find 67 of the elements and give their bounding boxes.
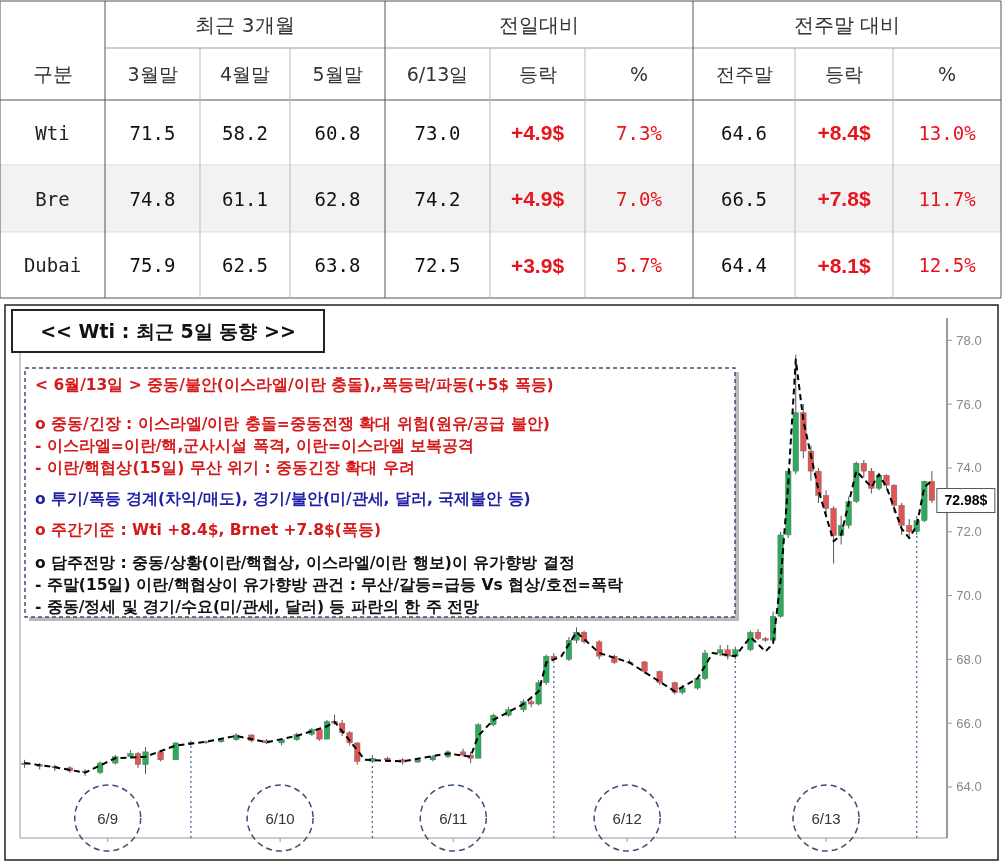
x-tick-label: 6/9 — [97, 809, 119, 827]
data-label: 60.8 — [314, 121, 361, 144]
y-tick-label: Wti — [35, 121, 70, 144]
y-tick-label: Bre — [35, 187, 70, 210]
data-label: 74.8 — [129, 187, 176, 210]
data-label: 64.4 — [721, 254, 767, 276]
data-label: 61.1 — [222, 187, 268, 210]
data-label: +8.1$ — [817, 253, 871, 277]
annotation: < 6월/13일 > 중동/불안(이스라엘/이란 충돌),,폭등락/파동(+5$ 폭등) — [35, 376, 554, 394]
x-tick-label: 등락 — [825, 63, 863, 85]
annotation: o 중동/긴장 : 이스라엘/이란 충돌=중동전쟁 확대 위험(원유/공급 불안) — [35, 415, 550, 433]
text: 전일대비 — [499, 12, 579, 37]
x-tick-label: 6/10 — [265, 809, 295, 827]
data-label: 72.5 — [414, 254, 461, 276]
y-tick-label: Dubai — [23, 254, 82, 276]
y-tick-label: 72.0 — [956, 524, 982, 540]
x-tick-label: 6/13일 — [406, 63, 469, 85]
data-label: 62.8 — [314, 187, 361, 210]
y-tick-label: 76.0 — [956, 396, 982, 412]
data-label: 73.0 — [414, 121, 461, 144]
y-axis-title: 구분 — [32, 62, 73, 86]
data-label: 75.9 — [129, 254, 176, 276]
annotation: o 담주전망 : 중동/상황(이란/핵협상, 이스라엘/이란 행보)이 유가향방 결정 — [35, 554, 575, 572]
x-tick-label: 4월말 — [219, 63, 271, 85]
data-label: 62.5 — [222, 254, 268, 276]
text: 전주말 대비 — [793, 12, 901, 37]
x-tick-label: % — [629, 63, 649, 85]
annotation: - 이란/핵협상(15일) 무산 위기 : 중동긴장 확대 우려 — [35, 459, 415, 477]
annotation: 72.98$ — [944, 492, 988, 509]
annotation: o 주간기준 : Wti +8.4$, Brnet +7.8$(폭등) — [35, 521, 381, 539]
data-label: 66.5 — [721, 187, 767, 210]
data-label: 74.2 — [414, 187, 461, 210]
text: 최근 3개월 — [195, 12, 295, 37]
data-label: 5.7% — [616, 254, 663, 276]
data-label: +8.4$ — [817, 121, 871, 144]
data-label: 64.6 — [721, 121, 767, 144]
x-tick-label: % — [937, 63, 957, 85]
x-tick-label: 5월말 — [312, 63, 363, 85]
x-tick-label: 등락 — [518, 63, 557, 85]
annotation: - 중동/정세 및 경기/수요(미/관세, 달러) 등 파란의 한 주 전망 — [35, 598, 480, 616]
data-label: 11.7% — [918, 187, 977, 210]
x-tick-label: 6/13 — [811, 809, 841, 827]
chart-title: << Wti : 최근 5일 동향 >> — [40, 320, 296, 342]
data-label: 7.0% — [616, 187, 663, 210]
data-label: 13.0% — [918, 121, 977, 144]
annotation: - 주말(15일) 이란/핵협상이 유가향방 관건 : 무산/갈등=급등 Vs 협상/호전=폭락 — [35, 576, 623, 594]
annotation: - 이스라엘=이란/핵,군사시설 폭격, 이란=이스라엘 보복공격 — [35, 437, 475, 455]
data-label: +7.8$ — [817, 187, 871, 210]
data-label: +3.9$ — [510, 253, 565, 277]
y-tick-label: 64.0 — [956, 779, 982, 795]
data-label: +4.9$ — [510, 121, 565, 144]
data-label: 12.5% — [918, 254, 977, 276]
x-tick-label: 전주말 — [715, 63, 773, 85]
y-tick-label: 70.0 — [956, 588, 982, 604]
x-tick-label: 6/11 — [439, 809, 468, 827]
annotation: o 투기/폭등 경계(차익/매도), 경기/불안(미/관세, 달러, 국제불안 등) — [35, 490, 531, 508]
x-tick-label: 6/12 — [612, 809, 642, 827]
data-label: 63.8 — [314, 254, 361, 276]
y-tick-label: 66.0 — [956, 715, 982, 731]
y-tick-label: 68.0 — [956, 651, 982, 667]
data-label: +4.9$ — [510, 187, 565, 210]
y-tick-label: 78.0 — [956, 332, 982, 348]
data-label: 7.3% — [616, 121, 663, 144]
data-label: 58.2 — [222, 121, 268, 144]
x-tick-label: 3월말 — [127, 63, 178, 85]
data-label: 71.5 — [129, 121, 176, 144]
y-tick-label: 74.0 — [956, 460, 982, 476]
